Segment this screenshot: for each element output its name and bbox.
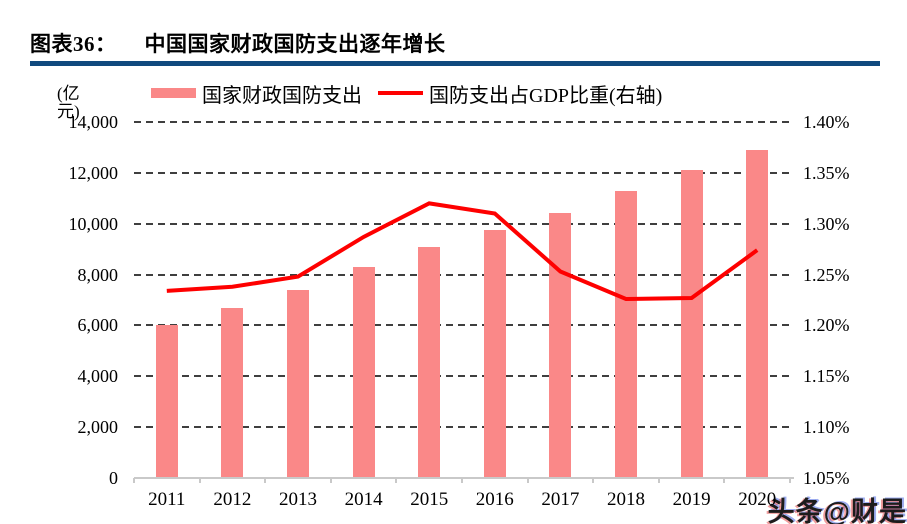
title-rule	[30, 61, 880, 66]
bar	[549, 212, 572, 477]
right-axis-tick-label: 1.25%	[803, 264, 850, 285]
left-axis-tick-label: 4,000	[77, 366, 119, 387]
x-axis-tick	[133, 478, 135, 483]
gridline	[134, 273, 790, 276]
x-axis-category-label: 2011	[148, 489, 186, 510]
right-axis-tick-label: 1.40%	[803, 112, 850, 132]
right-axis-tick-label: 1.15%	[803, 366, 850, 387]
x-axis-tick	[526, 478, 529, 483]
x-axis-category-label: 2014	[344, 489, 383, 510]
x-axis-category-label: 2019	[672, 489, 711, 510]
left-axis-tick-label: 6,000	[77, 315, 119, 336]
x-axis-tick	[395, 478, 398, 483]
legend-item-line: 国防支出占GDP比重(右轴)	[378, 82, 662, 107]
left-axis-tick-label: 8,000	[77, 264, 119, 285]
bar	[680, 169, 703, 477]
bar	[615, 191, 637, 477]
x-axis-category-label: 2013	[279, 489, 317, 510]
line-swatch-icon	[378, 91, 423, 95]
bar	[483, 229, 506, 477]
gridline	[134, 121, 790, 123]
x-axis-category-label: 2018	[607, 489, 645, 510]
left-axis-tick-label: 12,000	[68, 162, 119, 183]
watermark: 头条@财是	[767, 497, 907, 524]
right-axis-tick-label: 1.10%	[803, 417, 850, 438]
bar	[287, 289, 309, 477]
figure-header: 图表36： 中国国家财政国防支出逐年增长	[30, 28, 880, 58]
x-axis-tick	[264, 478, 267, 483]
legend-line-label: 国防支出占GDP比重(右轴)	[429, 84, 663, 107]
chart-title: 中国国家财政国防支出逐年增长	[144, 32, 446, 56]
x-axis-tick	[592, 478, 595, 483]
bar	[352, 267, 375, 477]
bar-swatch-icon	[151, 88, 196, 98]
left-axis-tick-label: 0	[109, 468, 118, 488]
bar	[746, 149, 769, 477]
x-axis-tick	[657, 478, 660, 483]
legend-bar-label: 国家财政国防支出	[202, 84, 362, 107]
legend-item-bar: 国家财政国防支出	[151, 82, 362, 107]
x-axis-category-label: 2015	[410, 489, 449, 510]
line-path	[166, 201, 759, 301]
x-axis-category-label: 2016	[475, 489, 514, 510]
gridline	[134, 222, 790, 225]
gridline	[134, 375, 790, 378]
right-axis-tick-label: 1.30%	[803, 213, 850, 234]
left-axis-tick-label: 10,000	[68, 213, 119, 234]
right-axis-tick-label: 1.35%	[803, 162, 850, 183]
x-axis-tick	[329, 478, 332, 483]
x-axis-line	[134, 477, 794, 479]
bar	[221, 307, 244, 477]
x-axis-tick	[723, 478, 726, 483]
x-axis-category-label: 2012	[213, 489, 252, 510]
x-axis-category-label: 2020	[738, 489, 777, 510]
x-axis-tick	[789, 478, 791, 483]
bar	[155, 324, 178, 477]
gridline	[134, 324, 790, 327]
right-axis-tick-label: 1.05%	[803, 468, 850, 488]
gridline	[134, 171, 790, 174]
gridline	[134, 426, 790, 429]
x-axis-tick	[198, 478, 201, 483]
figure-label: 图表36：	[30, 32, 117, 56]
left-axis-tick-label: 2,000	[77, 417, 119, 438]
bar	[418, 246, 441, 477]
right-axis-tick-label: 1.20%	[803, 315, 850, 336]
left-axis-unit: (亿元)	[57, 84, 80, 121]
gdp-ratio-line	[166, 201, 759, 301]
x-axis-category-label: 2017	[541, 489, 580, 510]
x-axis-tick	[461, 478, 463, 483]
left-axis-tick-label: 14,000	[68, 112, 119, 132]
